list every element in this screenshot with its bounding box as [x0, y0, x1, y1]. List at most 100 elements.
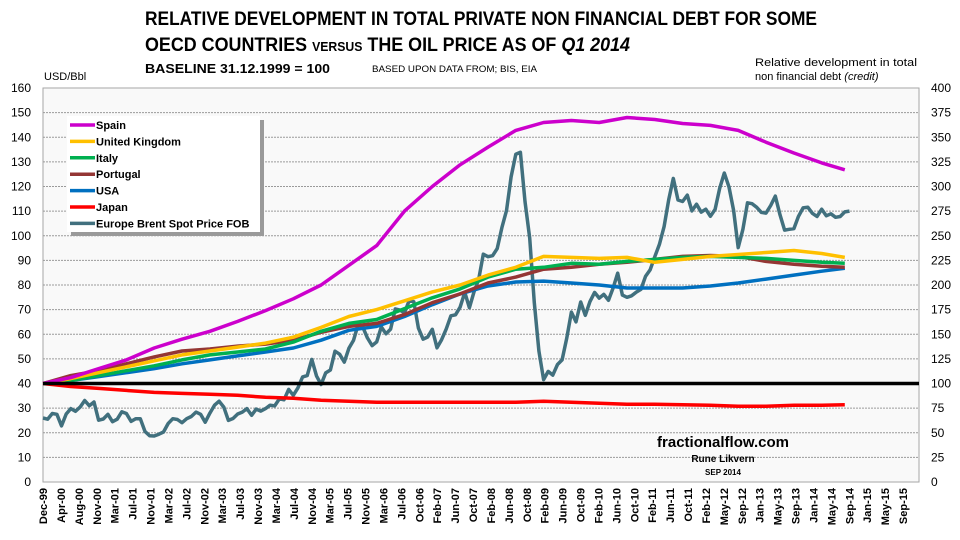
y-left-tick-label: 40	[18, 377, 32, 391]
x-tick-label: Aug-00	[74, 488, 86, 525]
y-left-tick-label: 150	[11, 106, 31, 120]
y-left-tick-label: 130	[11, 155, 31, 169]
x-tick-label: Feb-07	[432, 488, 444, 523]
x-tick-label: Dec-99	[38, 488, 50, 524]
x-tick-label: Feb-09	[540, 488, 552, 523]
x-tick-label: Apr-00	[56, 488, 68, 523]
y-axis-right-label-line1: Relative development in total	[755, 57, 917, 69]
x-tick-label: Feb-08	[486, 488, 498, 523]
x-tick-label: Nov-00	[92, 488, 104, 525]
y-right-tick-label: 175	[931, 303, 951, 317]
legend-label: Italy	[96, 153, 119, 165]
y-left-tick-label: 70	[18, 303, 32, 317]
x-tick-label: May-12	[719, 488, 731, 525]
y-left-tick-label: 90	[18, 253, 32, 267]
x-tick-label: Jul-01	[128, 488, 140, 520]
x-tick-label: Sep-13	[791, 488, 803, 524]
y-left-tick-label: 100	[11, 229, 31, 243]
legend-item-united-kingdom: United Kingdom	[70, 136, 181, 148]
x-tick-label: Oct-08	[522, 488, 534, 522]
x-tick-label: Sep-15	[898, 488, 910, 524]
y-right-tick-label: 350	[931, 130, 951, 144]
legend-item-portugal: Portugal	[70, 169, 141, 181]
x-tick-label: Nov-03	[253, 488, 265, 525]
legend-item-spain: Spain	[70, 120, 126, 132]
right-label-text: non financial debt	[755, 71, 844, 83]
x-tick-label: Feb-12	[701, 488, 713, 523]
watermark-date: SEP 2014	[705, 468, 741, 477]
series-line-japan	[42, 381, 845, 408]
legend: Spain United Kingdom Italy Portugal USA Japan…	[70, 120, 249, 230]
series-line-spain	[42, 115, 846, 386]
x-tick-label: Nov-05	[361, 488, 373, 525]
x-tick-label: May-13	[773, 488, 785, 525]
x-tick-label: Nov-01	[146, 488, 158, 525]
chart-source: BASED UPON DATA FROM; BIS, EIA	[372, 64, 537, 74]
title-part-oil: THE OIL PRICE AS OF	[362, 35, 561, 56]
legend-label: Spain	[96, 120, 126, 132]
chart-title-line2: OECD COUNTRIES VERSUS THE OIL PRICE AS O…	[145, 35, 630, 56]
y-axis-left-label: USD/Bbl	[44, 71, 86, 83]
y-right-tick-label: 250	[931, 229, 951, 243]
watermark-site: fractionalflow.com	[657, 434, 789, 451]
legend-item-europe-brent-spot-price-fob: Europe Brent Spot Price FOB	[70, 218, 249, 230]
x-tick-label: Mar-02	[163, 488, 175, 523]
legend-label: Japan	[96, 202, 128, 214]
x-tick-label: Jun-10	[611, 488, 623, 523]
title-part-countries: OECD COUNTRIES	[145, 35, 312, 56]
y-right-tick-label: 325	[931, 155, 951, 169]
y-right-tick-label: 50	[931, 426, 945, 440]
x-tick-label: Feb-10	[593, 488, 605, 523]
y-left-tick-label: 10	[18, 450, 32, 464]
chart-title-line1: RELATIVE DEVELOPMENT IN TOTAL PRIVATE NO…	[145, 9, 817, 30]
x-tick-label: Jul-03	[235, 488, 247, 520]
series-line-united-kingdom	[42, 248, 846, 386]
x-tick-label: Oct-11	[683, 488, 695, 522]
y-left-tick-label: 80	[18, 278, 32, 292]
x-tick-label: May-15	[880, 488, 892, 525]
y-left-tick-label: 30	[18, 401, 32, 415]
y-left-tick-label: 160	[11, 81, 31, 95]
x-tick-label: Jun-07	[450, 488, 462, 523]
x-axis-ticks: Dec-99 Apr-00 Aug-00 Nov-00 Mar-01 Jul-01 Nov-…	[38, 487, 910, 525]
legend-item-usa: USA	[70, 186, 119, 198]
x-tick-label: Sep-14	[844, 487, 856, 524]
legend-label: Portugal	[96, 169, 141, 181]
x-tick-label: Mar-06	[378, 488, 390, 523]
y-right-tick-label: 0	[931, 475, 938, 489]
y-left-tick-label: 120	[11, 180, 31, 194]
x-tick-label: Nov-04	[307, 487, 319, 525]
x-tick-label: Jul-02	[181, 488, 193, 520]
y-right-tick-label: 275	[931, 204, 951, 218]
x-tick-label: Feb-11	[647, 488, 659, 523]
legend-box	[67, 116, 260, 232]
y-right-tick-label: 100	[931, 377, 951, 391]
title-part-quarter: Q1 2014	[561, 35, 630, 56]
y-left-tick-label: 110	[12, 204, 31, 218]
y-right-tick-label: 400	[931, 81, 951, 95]
legend-label: United Kingdom	[96, 136, 181, 148]
x-tick-label: Mar-03	[217, 488, 229, 523]
x-tick-label: Nov-02	[199, 488, 211, 525]
x-tick-label: Oct-06	[414, 488, 426, 522]
x-tick-label: Oct-10	[629, 488, 641, 522]
x-tick-label: Mar-04	[271, 487, 283, 523]
y-right-tick-label: 75	[931, 401, 945, 415]
y-left-tick-label: 60	[18, 327, 32, 341]
y-right-tick-label: 300	[931, 180, 951, 194]
legend-label: Europe Brent Spot Price FOB	[96, 218, 249, 230]
watermark-author: Rune Likvern	[691, 454, 754, 465]
y-left-tick-label: 140	[11, 130, 31, 144]
x-tick-label: Jan-14	[808, 487, 820, 523]
legend-item-italy: Italy	[70, 153, 119, 165]
x-tick-label: Jul-05	[343, 488, 355, 520]
chart-subtitle: BASELINE 31.12.1999 = 100	[145, 61, 330, 76]
y-right-tick-label: 125	[931, 352, 951, 366]
x-tick-label: Jun-09	[558, 488, 570, 523]
x-tick-label: Sep-12	[737, 488, 749, 524]
legend-label: USA	[96, 186, 119, 198]
x-tick-label: Jul-04	[289, 487, 301, 520]
y-left-tick-label: 0	[24, 475, 31, 489]
y-axis-right-label-line2: non financial debt (credit)	[755, 71, 879, 83]
